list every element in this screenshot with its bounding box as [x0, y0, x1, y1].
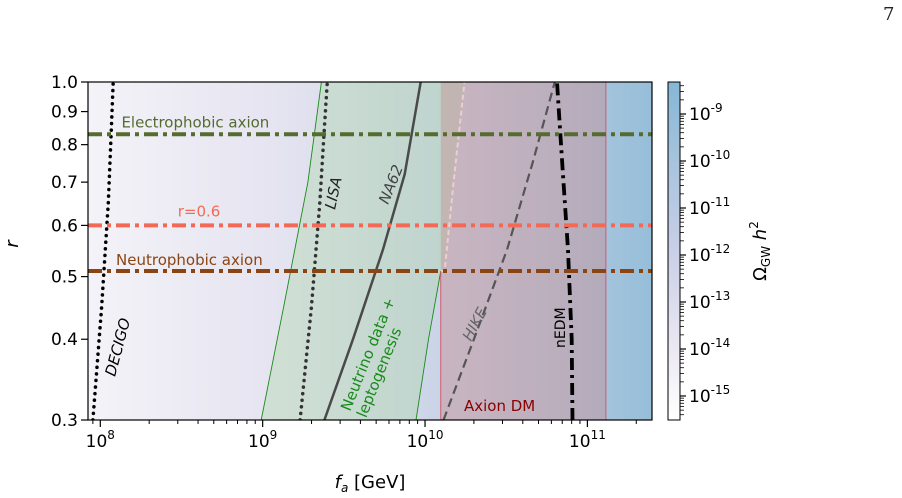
colorbar-label: ΩGW h2 [747, 221, 773, 281]
x-tick-exponent: 9 [270, 428, 278, 442]
neutrino-region-fill [261, 82, 465, 420]
y-tick-label: 0.3 [51, 411, 78, 431]
y-tick-label: 0.6 [51, 216, 78, 236]
colorbar-tick-label: 10-10 [689, 148, 730, 172]
colorbar-tick-base: 10 [689, 199, 711, 219]
colorbar-tick-exponent: -12 [711, 242, 731, 256]
benchmark-lines [88, 132, 652, 274]
x-tick-base: 10 [86, 432, 108, 452]
colorbar-tick-exponent: -10 [711, 148, 731, 162]
neutrino-region-right-edge [415, 270, 442, 420]
colorbar [667, 81, 681, 421]
x-tick-label: 108 [86, 428, 115, 452]
y-tick-label: 0.9 [51, 103, 78, 123]
decigo-curve [91, 82, 115, 420]
colorbar-tick-label: 10-13 [689, 289, 730, 313]
neutrophobic-axion-label: Neutrophobic axion [116, 251, 263, 269]
colorbar-tick-exponent: -11 [711, 195, 731, 209]
x-axis: 108 109 1010 1011 [86, 420, 637, 452]
x-tick-exponent: 10 [428, 428, 443, 442]
na62-curve [323, 82, 422, 420]
colorbar-tick-exponent: -14 [711, 336, 731, 350]
colorbar-tick-label: 10-9 [689, 101, 723, 125]
colorbar-tick-label: 10-11 [689, 195, 730, 219]
x-tick-base: 10 [407, 432, 429, 452]
colorbar-tick-exponent: -13 [711, 289, 731, 303]
neutrino-region-left-edge [260, 82, 322, 420]
colorbar-tick-label: 10-15 [689, 383, 730, 407]
x-tick-label: 109 [248, 428, 277, 452]
y-tick-label: 0.5 [51, 268, 78, 288]
x-tick-exponent: 8 [107, 428, 115, 442]
x-tick-exponent: 11 [591, 428, 606, 442]
nedm-curve [555, 82, 575, 420]
y-tick-label: 1.0 [51, 73, 78, 93]
colorbar-tick-exponent: -15 [711, 383, 731, 397]
x-tick-label: 1010 [407, 428, 444, 452]
r-benchmark-label: r=0.6 [178, 202, 221, 220]
axion-dm-region-fill [440, 82, 606, 420]
colorbar-tick-base: 10 [689, 105, 711, 125]
colorbar-tick-base: 10 [689, 152, 711, 172]
y-tick-label: 0.4 [51, 330, 78, 350]
colorbar-tick-label: 10-12 [689, 242, 730, 266]
colorbar-tick-label: 10-14 [689, 336, 730, 360]
y-axis: 0.3 0.4 0.5 0.6 0.7 0.8 0.9 1.0 [51, 73, 88, 431]
colorbar-tick-base: 10 [689, 293, 711, 313]
colorbar-tick-base: 10 [689, 387, 711, 407]
x-tick-base: 10 [569, 432, 591, 452]
x-tick-label: 1011 [569, 428, 606, 452]
x-tick-base: 10 [248, 432, 270, 452]
y-axis-label: r [2, 239, 23, 248]
page-number: 7 [883, 4, 895, 25]
axion-dm-label: Axion DM [464, 397, 535, 415]
nedm-label: nEDM [553, 307, 569, 348]
shaded-regions [260, 82, 607, 420]
colorbar-tick-exponent: -9 [711, 101, 723, 115]
y-tick-label: 0.8 [51, 136, 78, 156]
y-tick-label: 0.7 [51, 173, 78, 193]
plot-background [88, 82, 652, 420]
neutrino-region-upper-edge [440, 82, 466, 272]
colorbar-tick-base: 10 [689, 340, 711, 360]
plot-frame [87, 81, 653, 421]
x-axis-label: fa [GeV] [335, 472, 406, 495]
lisa-curve [298, 82, 330, 420]
colorbar-tick-base: 10 [689, 246, 711, 266]
electrophobic-axion-label: Electrophobic axion [121, 113, 269, 131]
